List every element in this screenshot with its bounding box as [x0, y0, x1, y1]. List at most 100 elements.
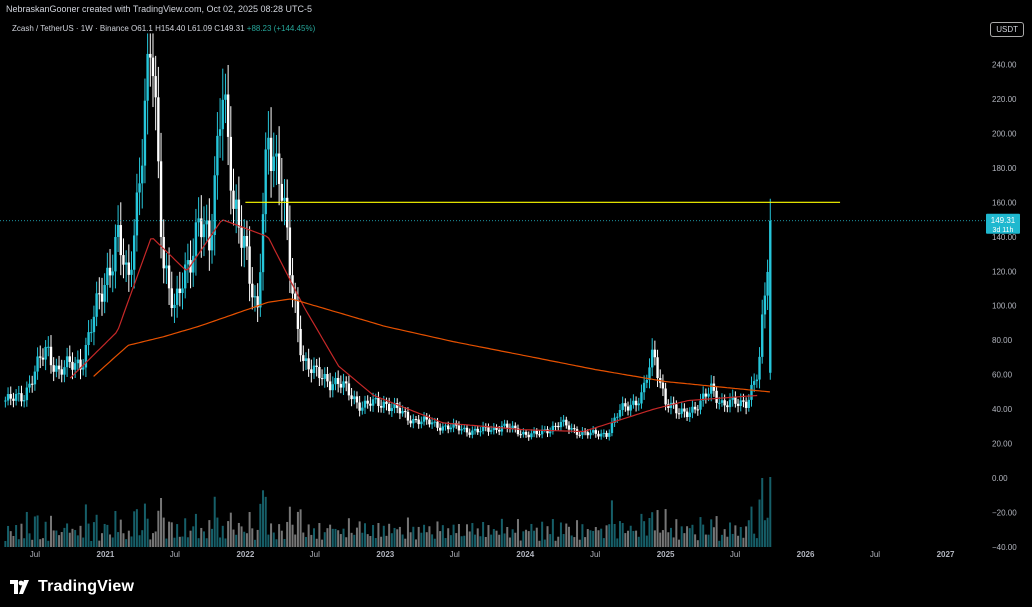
- candle-body: [237, 199, 241, 228]
- volume-bar: [25, 511, 28, 547]
- candle-body: [296, 300, 300, 329]
- volume-bar: [310, 534, 313, 547]
- volume-bar: [425, 532, 428, 547]
- candle-body: [624, 403, 627, 407]
- candle-body: [25, 387, 29, 401]
- volume-bar: [288, 506, 291, 547]
- volume-bar: [465, 524, 468, 547]
- volume-bar: [227, 521, 230, 547]
- candle-body: [498, 429, 501, 432]
- volume-bar: [385, 535, 388, 547]
- candle-body: [307, 358, 310, 370]
- volume-bar: [92, 522, 95, 547]
- candle-body: [701, 393, 705, 401]
- currency-button[interactable]: USDT: [990, 22, 1024, 37]
- volume-bar: [372, 524, 375, 547]
- volume-bar: [291, 524, 294, 547]
- volume-bar: [404, 538, 407, 547]
- volume-bar: [98, 540, 101, 547]
- volume-bar: [52, 530, 55, 547]
- candle-body: [315, 365, 318, 367]
- volume-bar: [278, 524, 281, 547]
- volume-bar: [194, 513, 197, 547]
- volume-bar: [262, 490, 265, 547]
- candle-body: [602, 432, 606, 434]
- volume-bar: [549, 534, 552, 547]
- volume-bar: [409, 532, 412, 547]
- candle-body: [605, 432, 608, 437]
- candle-body: [49, 346, 53, 366]
- volume-bar: [162, 517, 165, 547]
- candle-body: [763, 295, 767, 315]
- candle-body: [750, 384, 753, 400]
- brand-logo[interactable]: TradingView: [10, 578, 134, 596]
- candle-body: [699, 400, 702, 410]
- candle-body: [487, 427, 490, 432]
- volume-bar: [624, 533, 627, 547]
- volume-bar: [82, 537, 85, 547]
- candle-body: [240, 227, 243, 248]
- volume-bar: [712, 527, 715, 547]
- volume-bar: [645, 535, 648, 547]
- volume-bar: [350, 532, 353, 547]
- candle-body: [696, 409, 700, 411]
- candle-body: [661, 382, 665, 389]
- candle-body: [524, 431, 528, 435]
- volume-bar: [240, 526, 243, 547]
- candle-body: [17, 393, 20, 395]
- volume-bar: [396, 529, 399, 547]
- volume-bar: [41, 538, 44, 547]
- volume-bar: [455, 533, 458, 547]
- price-chart[interactable]: 260.00240.00220.00200.00180.00160.00140.…: [0, 18, 1032, 569]
- candle-body: [197, 218, 200, 223]
- volume-bar: [232, 529, 235, 547]
- volume-bar: [127, 530, 130, 547]
- volume-bar: [339, 534, 342, 547]
- volume-bar: [248, 512, 251, 547]
- volume-bar: [237, 522, 240, 547]
- open-value: 61.1: [137, 24, 153, 33]
- volume-bar: [347, 518, 350, 547]
- y-tick-label: 40.00: [992, 405, 1013, 414]
- candle-body: [535, 430, 538, 435]
- candle-body: [680, 408, 683, 414]
- candle-body: [167, 265, 171, 289]
- volume-bar: [616, 538, 619, 547]
- candle-body: [640, 392, 643, 404]
- candle-body: [667, 404, 670, 408]
- volume-bar: [135, 509, 138, 547]
- volume-bar: [259, 503, 262, 547]
- candle-body: [47, 346, 50, 348]
- candle-body: [277, 153, 281, 184]
- candle-body: [599, 433, 603, 437]
- volume-bar: [302, 532, 305, 547]
- volume-bar: [358, 521, 361, 547]
- chart-frame[interactable]: 260.00240.00220.00200.00180.00160.00140.…: [0, 18, 1032, 569]
- volume-bar: [482, 521, 485, 547]
- volume-bar: [173, 537, 176, 547]
- candle-body: [369, 403, 372, 406]
- volume-bar: [221, 525, 224, 547]
- volume-bar: [374, 538, 377, 547]
- candle-body: [116, 225, 120, 237]
- volume-bar: [514, 532, 517, 547]
- volume-bar: [578, 539, 581, 547]
- candle-body: [320, 378, 324, 380]
- candle-body: [594, 430, 598, 434]
- volume-bar: [184, 518, 187, 547]
- volume-bar: [393, 527, 396, 547]
- candle-body: [234, 199, 238, 209]
- candle-body: [610, 422, 614, 434]
- x-tick-label: Jul: [30, 550, 40, 559]
- volume-bar: [533, 530, 536, 547]
- header-bar: NebraskanGooner created with TradingView…: [0, 0, 1032, 18]
- y-tick-label: 140.00: [992, 233, 1017, 242]
- chart-legend: Zcash / TetherUS · 1W · Binance O61.1 H1…: [12, 24, 315, 33]
- volume-bar: [643, 521, 646, 547]
- candle-body: [22, 400, 26, 402]
- candle-body: [712, 383, 716, 391]
- candle-body: [444, 425, 447, 427]
- candle-body: [428, 419, 431, 425]
- volume-bar: [694, 534, 697, 547]
- volume-bar: [331, 528, 334, 547]
